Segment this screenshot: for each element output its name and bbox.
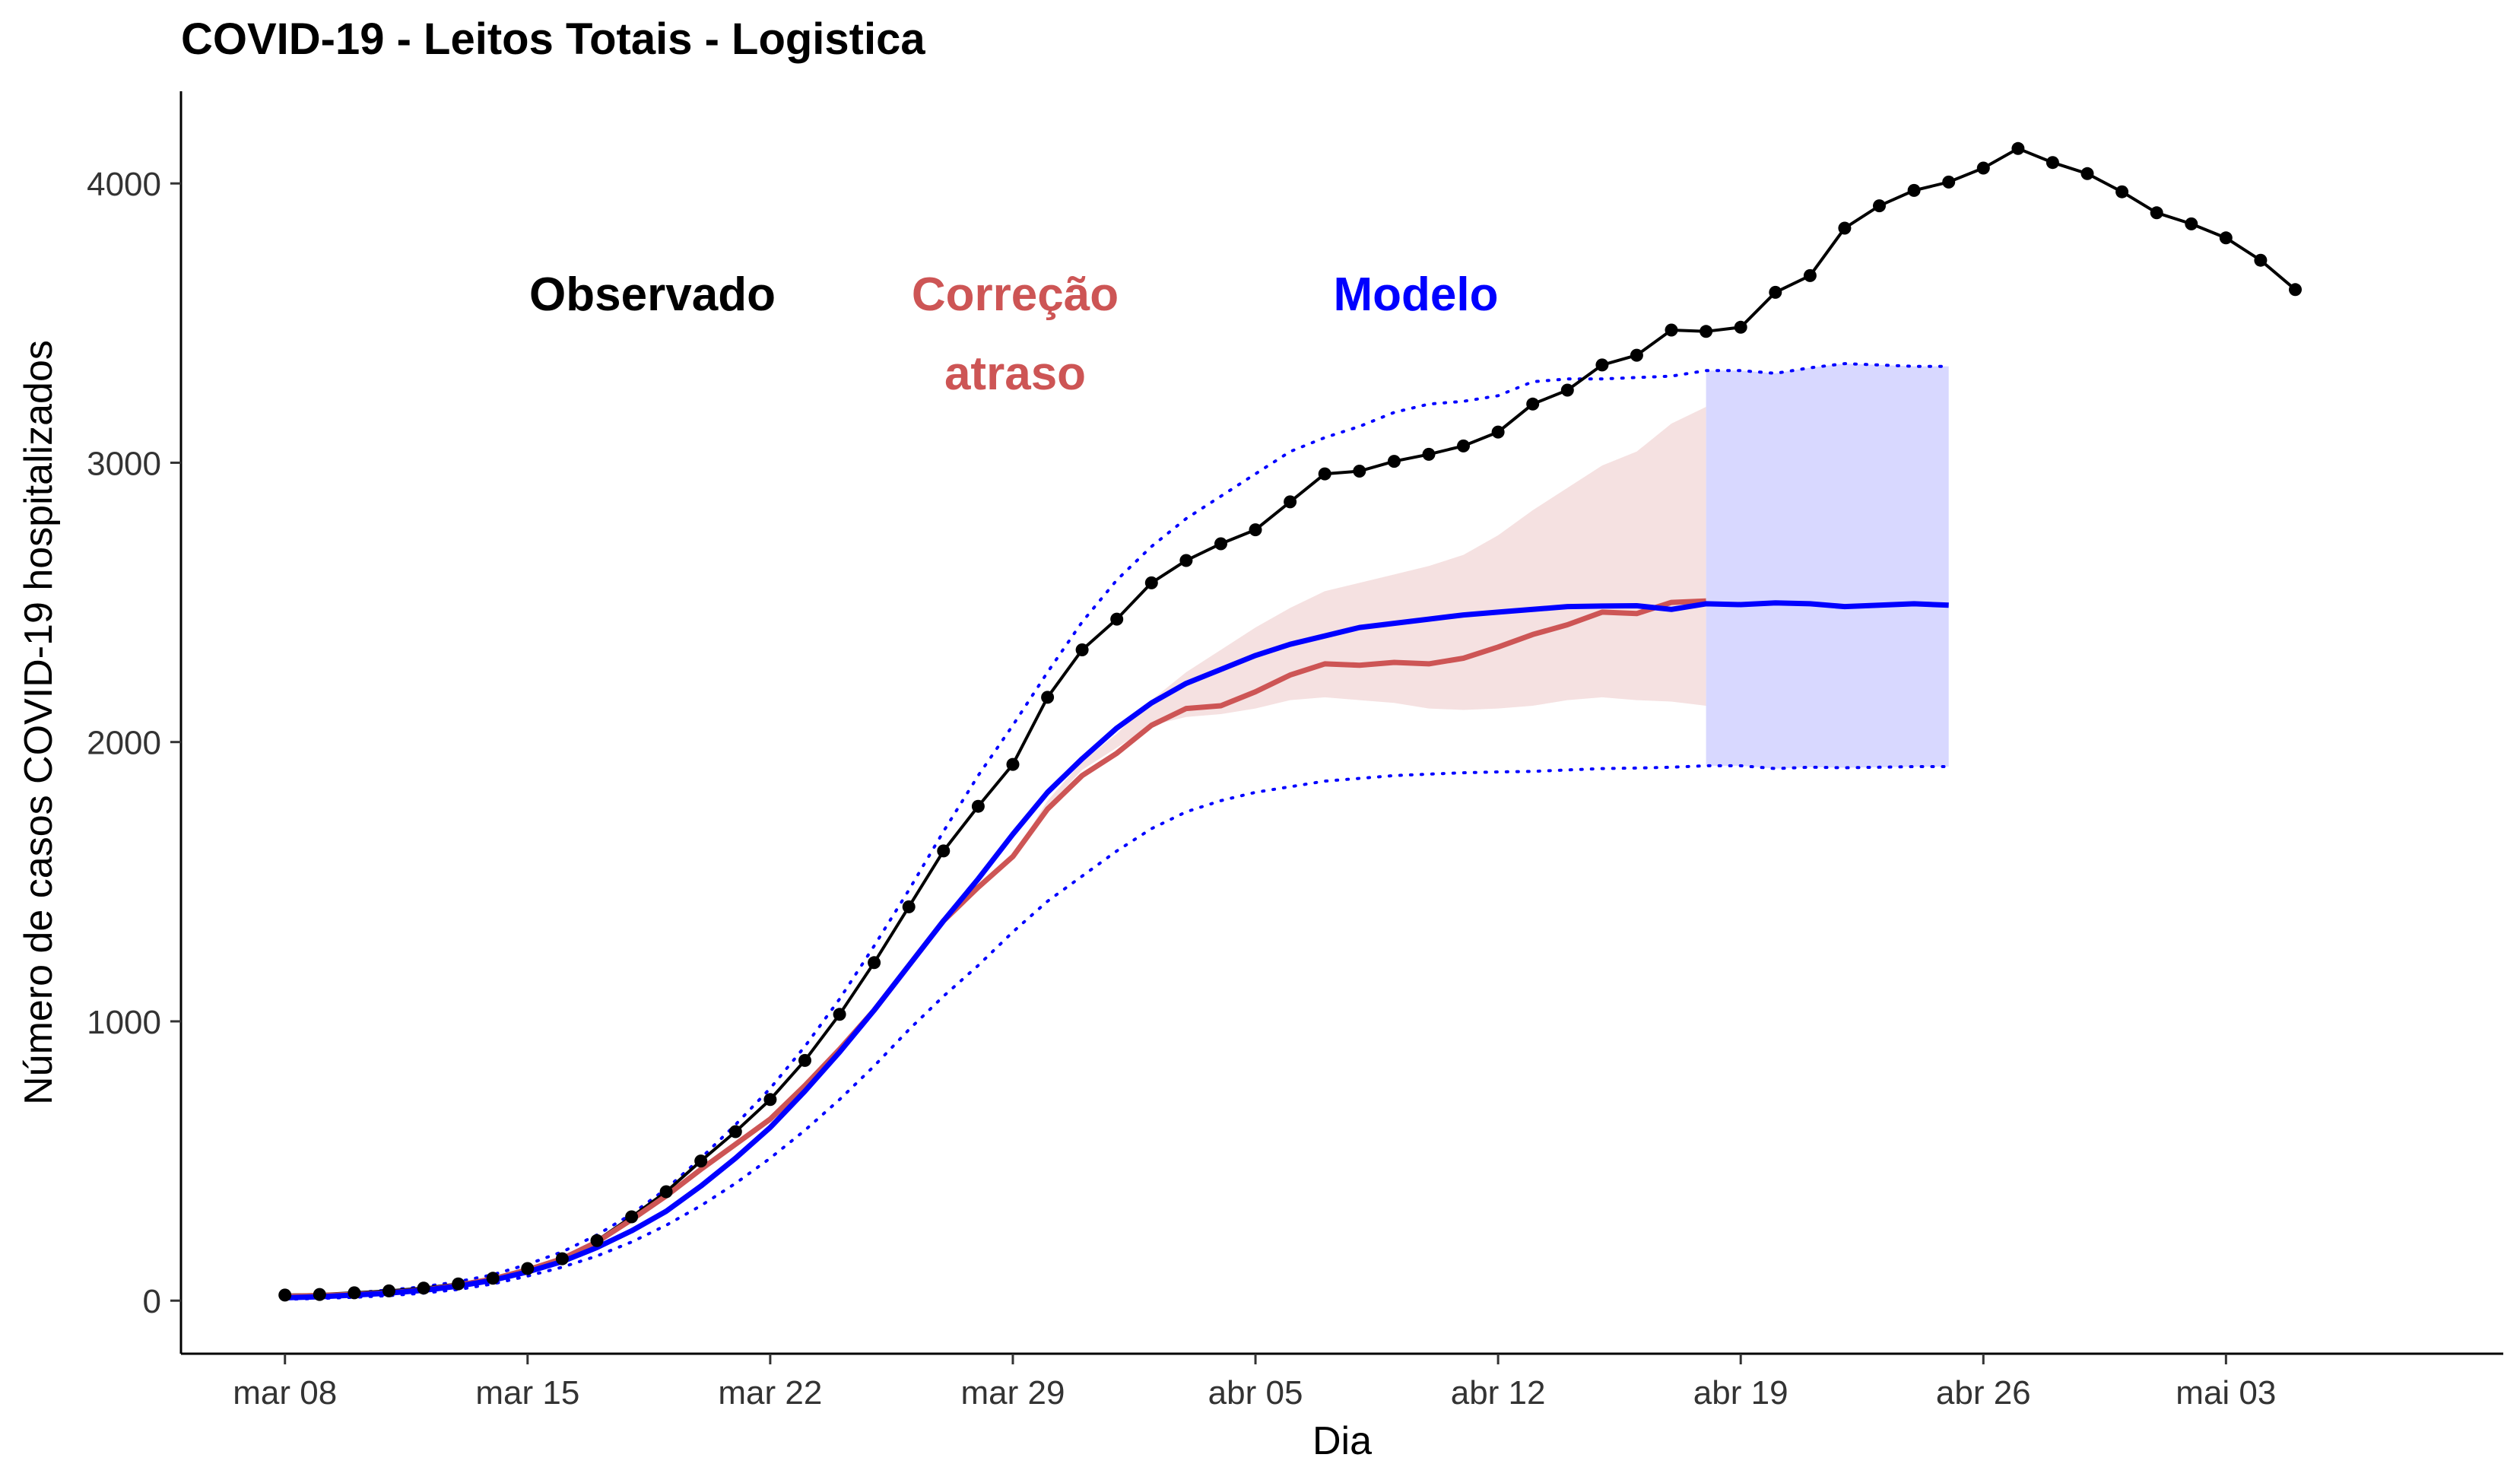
x-tick-label: mai 03 [2176,1374,2276,1412]
observado-point [1942,175,1956,189]
series-lines [283,147,2296,1301]
x-tick-label: abr 05 [1208,1374,1303,1412]
observado-point [1075,643,1089,656]
chart-title: COVID-19 - Leitos Totais - Logistica [181,14,925,64]
observado-point [1318,467,1331,481]
observado-point [728,1125,742,1138]
correcao-band [284,407,1706,1297]
observado-point [1284,495,1297,509]
observado-point [313,1288,326,1301]
observado-point [521,1262,535,1275]
observado-point [1006,757,1020,771]
observado-point [1422,447,1436,461]
x-tick-label: abr 12 [1451,1374,1546,1412]
x-tick-label: mar 08 [233,1374,337,1412]
observado-point [1144,576,1158,589]
observado-point [2185,217,2198,230]
observado-point [937,844,951,858]
observado-point [1249,523,1262,537]
observado-point [590,1234,604,1247]
observado-point [1560,383,1574,397]
observado-point [868,956,881,970]
x-tick-label: mar 15 [475,1374,579,1412]
y-tick-label: 2000 [87,725,161,762]
observado-point [1214,537,1227,551]
modelo-lower-line [283,764,1950,1301]
observado-point [833,1008,846,1021]
observado-point [2046,156,2059,170]
observado-point [1457,439,1470,453]
observado-point [555,1252,569,1265]
observado-point [2219,231,2233,245]
observado-point [1387,455,1401,468]
observado-point [1110,612,1124,626]
observado-point [1700,325,1713,338]
observado-point [1041,691,1055,704]
observado-point [659,1185,673,1199]
observado-point [1803,268,1817,282]
observado-point [278,1288,292,1302]
y-tick-label: 0 [143,1283,161,1320]
x-tick-label: mar 29 [960,1374,1065,1412]
observado-point [798,1053,811,1067]
observado-point [2080,167,2094,180]
y-ticks: 0 1000 2000 3000 4000 [87,166,181,1320]
y-tick-label: 3000 [87,445,161,482]
observado-point [2011,141,2025,155]
observado-point [2150,206,2163,220]
observado-point [1838,221,1852,235]
observado-point [1630,348,1643,362]
observado-point [1873,199,1886,213]
observado-point [1976,161,1990,175]
observado-point [1665,323,1678,337]
observado-point [2254,253,2268,267]
forecast-band [1706,364,1949,769]
observado-point [2115,185,2129,198]
x-tick-label: mar 22 [718,1374,822,1412]
observado-point [694,1154,708,1168]
observado-point [1734,320,1747,334]
y-axis-label: Número de casos COVID-19 hospitalizados [17,340,61,1105]
observado-point [452,1277,465,1291]
x-tick-label: abr 26 [1936,1374,2031,1412]
observed-points [278,141,2302,1302]
observado-point [1353,465,1366,478]
observado-point [1907,183,1921,197]
observado-point [625,1210,639,1224]
observado-point [348,1286,361,1300]
annotation-observado: Observado [529,268,776,321]
observado-point [971,799,985,813]
observado-point [763,1093,777,1107]
x-axis-label: Dia [1312,1419,1372,1463]
observado-point [902,900,916,913]
x-ticks: mar 08 mar 15 mar 22 mar 29 abr 05 abr 12 abr … [233,1354,2276,1412]
annotation-correcao: Correção [912,268,1119,321]
y-tick-label: 4000 [87,166,161,203]
plot-area [278,141,2302,1302]
observado-point [1595,358,1609,372]
y-tick-label: 1000 [87,1004,161,1041]
observado-point [417,1281,430,1295]
x-tick-label: abr 19 [1693,1374,1788,1412]
annotation-modelo: Modelo [1334,268,1499,321]
observado-point [1526,397,1540,411]
observado-point [382,1284,395,1297]
modelo-line [284,600,1949,1300]
observado-point [486,1272,500,1285]
observado-point [2289,283,2302,297]
observado-point [1179,554,1193,567]
observado-point [1769,285,1782,299]
confidence-bands [284,364,1949,1297]
annotation-atraso: atraso [944,348,1086,400]
observado-point [1491,425,1505,439]
